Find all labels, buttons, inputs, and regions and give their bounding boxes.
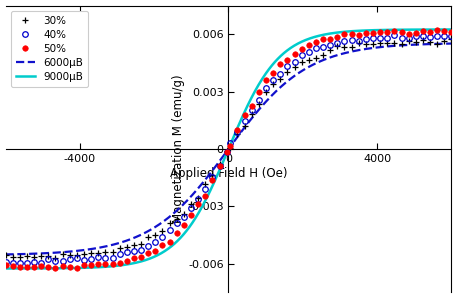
50% xyxy=(299,48,304,51)
30% xyxy=(53,256,58,260)
30% xyxy=(449,38,454,41)
40% xyxy=(196,197,201,201)
6000μB xyxy=(339,52,344,56)
40% xyxy=(3,260,8,264)
40% xyxy=(228,141,233,145)
Line: 40%: 40% xyxy=(3,32,454,266)
9000μB xyxy=(205,195,210,198)
9000μB xyxy=(266,68,271,72)
6000μB xyxy=(117,241,123,244)
40% xyxy=(299,53,304,57)
50% xyxy=(292,52,298,56)
6000μB xyxy=(301,68,306,72)
50% xyxy=(196,202,201,206)
50% xyxy=(256,90,261,93)
50% xyxy=(228,145,233,148)
Line: 6000μB: 6000μB xyxy=(5,44,452,254)
6000μB xyxy=(266,97,271,101)
40% xyxy=(67,257,73,260)
50% xyxy=(53,266,58,270)
Legend: 30%, 40%, 50%, 6000μB, 9000μB: 30%, 40%, 50%, 6000μB, 9000μB xyxy=(11,11,88,87)
9000μB xyxy=(449,28,454,31)
9000μB xyxy=(339,30,344,34)
9000μB xyxy=(117,264,123,267)
6000μB xyxy=(449,42,454,45)
30% xyxy=(256,103,261,106)
40% xyxy=(17,261,22,265)
40% xyxy=(449,34,454,38)
6000μB xyxy=(205,176,210,179)
30% xyxy=(299,60,304,64)
50% xyxy=(3,264,8,267)
50% xyxy=(67,266,73,269)
9000μB xyxy=(301,39,306,43)
Line: 30%: 30% xyxy=(2,36,455,261)
9000μB xyxy=(82,266,87,270)
30% xyxy=(228,146,233,150)
50% xyxy=(449,31,454,34)
40% xyxy=(392,34,397,37)
Line: 9000μB: 9000μB xyxy=(5,30,452,268)
30% xyxy=(3,253,8,257)
Line: 50%: 50% xyxy=(3,27,454,271)
30% xyxy=(67,253,73,256)
X-axis label: Applied Field H (Oe): Applied Field H (Oe) xyxy=(170,167,287,180)
30% xyxy=(292,66,298,69)
40% xyxy=(256,98,261,101)
40% xyxy=(292,60,298,63)
6000μB xyxy=(82,248,87,252)
9000μB xyxy=(3,267,8,270)
6000μB xyxy=(3,253,8,256)
Y-axis label: Magnetization M (emu/g): Magnetization M (emu/g) xyxy=(172,75,185,223)
50% xyxy=(435,28,440,32)
30% xyxy=(196,196,201,199)
